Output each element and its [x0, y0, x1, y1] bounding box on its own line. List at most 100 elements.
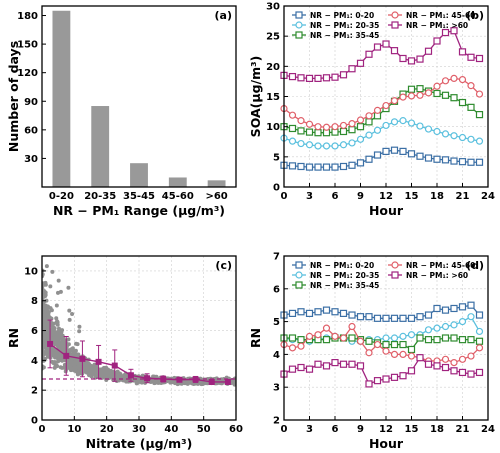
panel-d-series-3-point-9: [356, 337, 365, 345]
panel-b-series-1-point-13: [390, 118, 399, 126]
panel-b-legend-item-2: NR − PM₁: 35-45: [292, 31, 379, 40]
panel-b-series-line-0: [283, 149, 480, 168]
scatter-point: [77, 329, 82, 334]
panel-b-series-0-point-22: [467, 158, 475, 166]
panel-d-xtick-label-1: 3: [306, 424, 313, 435]
panel-b-series-3-point-1: [288, 111, 297, 119]
panel-d-legend-marker-0: [295, 261, 303, 269]
panel-c-x-axis-label: Nitrate (μg/m³): [86, 436, 193, 451]
scatter-point: [136, 377, 141, 382]
panel-d-xtick-label-0: 0: [281, 424, 288, 435]
panel-b-xtick-label-7: 21: [456, 191, 470, 202]
scatter-point: [53, 363, 58, 368]
panel-b-series-4-point-5: [322, 74, 331, 82]
panel-d-series-0-point-10: [365, 313, 373, 321]
panel-d-series-2-point-23: [475, 337, 484, 345]
panel-b-series-3-point-17: [424, 89, 433, 97]
panel-c-plot-area: [41, 256, 237, 421]
panel-b-series-line-1: [283, 119, 480, 147]
panel-b-legend-label-3: NR − PM₁: 45-60: [406, 11, 475, 20]
panel-b-series-3-point-18: [433, 82, 441, 90]
panel-b-series-2-point-15: [407, 85, 416, 93]
scatter-point: [67, 317, 72, 322]
panel-d-series-0-point-19: [441, 306, 450, 314]
panel-b-ytick-label-4: 20: [266, 62, 280, 73]
panel-d-series-4-point-23: [475, 368, 484, 377]
scatter-point: [44, 264, 49, 269]
bar-0-20: [52, 10, 71, 188]
x-category-label-3: 45-60: [162, 191, 194, 202]
binned-mean-point-8: [176, 376, 183, 383]
panel-d-legend-item-0: NR − PM₁: 0-20: [292, 261, 374, 270]
panel-b-series-4-point-17: [424, 47, 433, 55]
panel-b-series-line-3: [283, 77, 480, 128]
panel-d-series-0-point-1: [288, 309, 297, 317]
scatter-point: [54, 316, 59, 321]
panel-b-series-3-point-4: [314, 123, 322, 131]
panel-b-series-2-point-22: [467, 103, 475, 111]
panel-d-series-4-point-6: [331, 359, 339, 367]
panel-b-series-1-point-1: [288, 137, 297, 145]
panel-d-xtick-label-8: 24: [481, 424, 495, 435]
panel-d-series-2-point-19: [441, 334, 450, 342]
panel-b-series-4-point-4: [314, 74, 322, 83]
panel-d-xtick-label-2: 6: [332, 424, 339, 435]
panel-d-series-1-point-14: [399, 332, 407, 340]
scatter-point: [75, 342, 80, 347]
panel-b-series-1-point-17: [424, 125, 433, 133]
binned-mean-point-3: [95, 358, 102, 365]
panel-b-series-0-point-23: [475, 158, 484, 166]
panel-b-series-4-point-9: [356, 59, 365, 67]
panel-d-series-4-point-2: [297, 363, 305, 372]
panel-b-series-3-point-12: [382, 101, 390, 110]
panel-b-series-0-point-3: [305, 163, 314, 171]
panel-d-series-2-point-18: [433, 336, 441, 344]
panel-d-series-0-point-3: [305, 309, 314, 317]
panel-b-xtick-label-5: 15: [405, 191, 419, 202]
panel-d-series-2-point-16: [416, 334, 424, 342]
panel-b-legend-item-1: NR − PM₁: 20-35: [292, 21, 379, 30]
panel-b-series-4-point-8: [348, 65, 356, 73]
scatter-point: [85, 366, 90, 371]
panel-b-series-2-point-23: [475, 110, 484, 119]
panel-d-series-0-point-9: [356, 313, 365, 321]
panel-b-panel-tag: (b): [466, 9, 484, 22]
panel-b-series-0-point-5: [322, 163, 331, 171]
panel-d-series-2-point-22: [467, 336, 475, 344]
scatter-point: [232, 380, 236, 385]
panel-a-ytick-label-3: 120: [17, 68, 38, 79]
panel-d-series-1-point-18: [433, 324, 441, 332]
panel-b-series-2-point-7: [339, 127, 348, 136]
panel-d-series-3-point-19: [441, 355, 450, 363]
scatter-point: [73, 366, 78, 371]
panel-d-series-3-point-22: [467, 352, 475, 360]
panel-d-series-0-point-23: [475, 311, 484, 319]
scatter-point: [74, 369, 79, 374]
panel-b-series-2-point-8: [348, 126, 356, 134]
panel-d-legend-label-0: NR − PM₁: 0-20: [310, 261, 374, 270]
panel-d-series-0-point-15: [407, 314, 416, 322]
binned-mean-point-5: [127, 372, 134, 379]
binned-mean-point-7: [160, 376, 167, 382]
panel-a-y-axis-label: Number of days: [6, 41, 21, 152]
panel-b-series-3-point-11: [373, 106, 382, 114]
panel-d-series-4-point-8: [348, 360, 356, 368]
scatter-point: [92, 369, 97, 374]
panel-c-xtick-label-3: 30: [132, 424, 146, 435]
panel-d-series-3-point-10: [365, 349, 373, 357]
panel-b-series-1-point-11: [373, 126, 382, 134]
panel-b-series-0-point-7: [339, 162, 348, 171]
panel-b-series-1-point-15: [407, 119, 416, 127]
scatter-point: [187, 380, 192, 385]
scatter-point: [42, 304, 45, 309]
panel-b-series-1-point-21: [458, 133, 467, 142]
panel-d-series-3-point-1: [288, 344, 297, 352]
panel-b-series-1-point-7: [339, 141, 348, 149]
panel-b-legend-marker-4: [391, 21, 399, 29]
panel-d-series-1-point-19: [441, 322, 450, 331]
panel-b-series-3-point-3: [305, 120, 314, 128]
panel-b-series-1-point-3: [305, 141, 314, 149]
panel-d-legend-marker-3: [391, 261, 399, 269]
scatter-point: [54, 303, 59, 308]
scatter-point: [57, 355, 62, 360]
